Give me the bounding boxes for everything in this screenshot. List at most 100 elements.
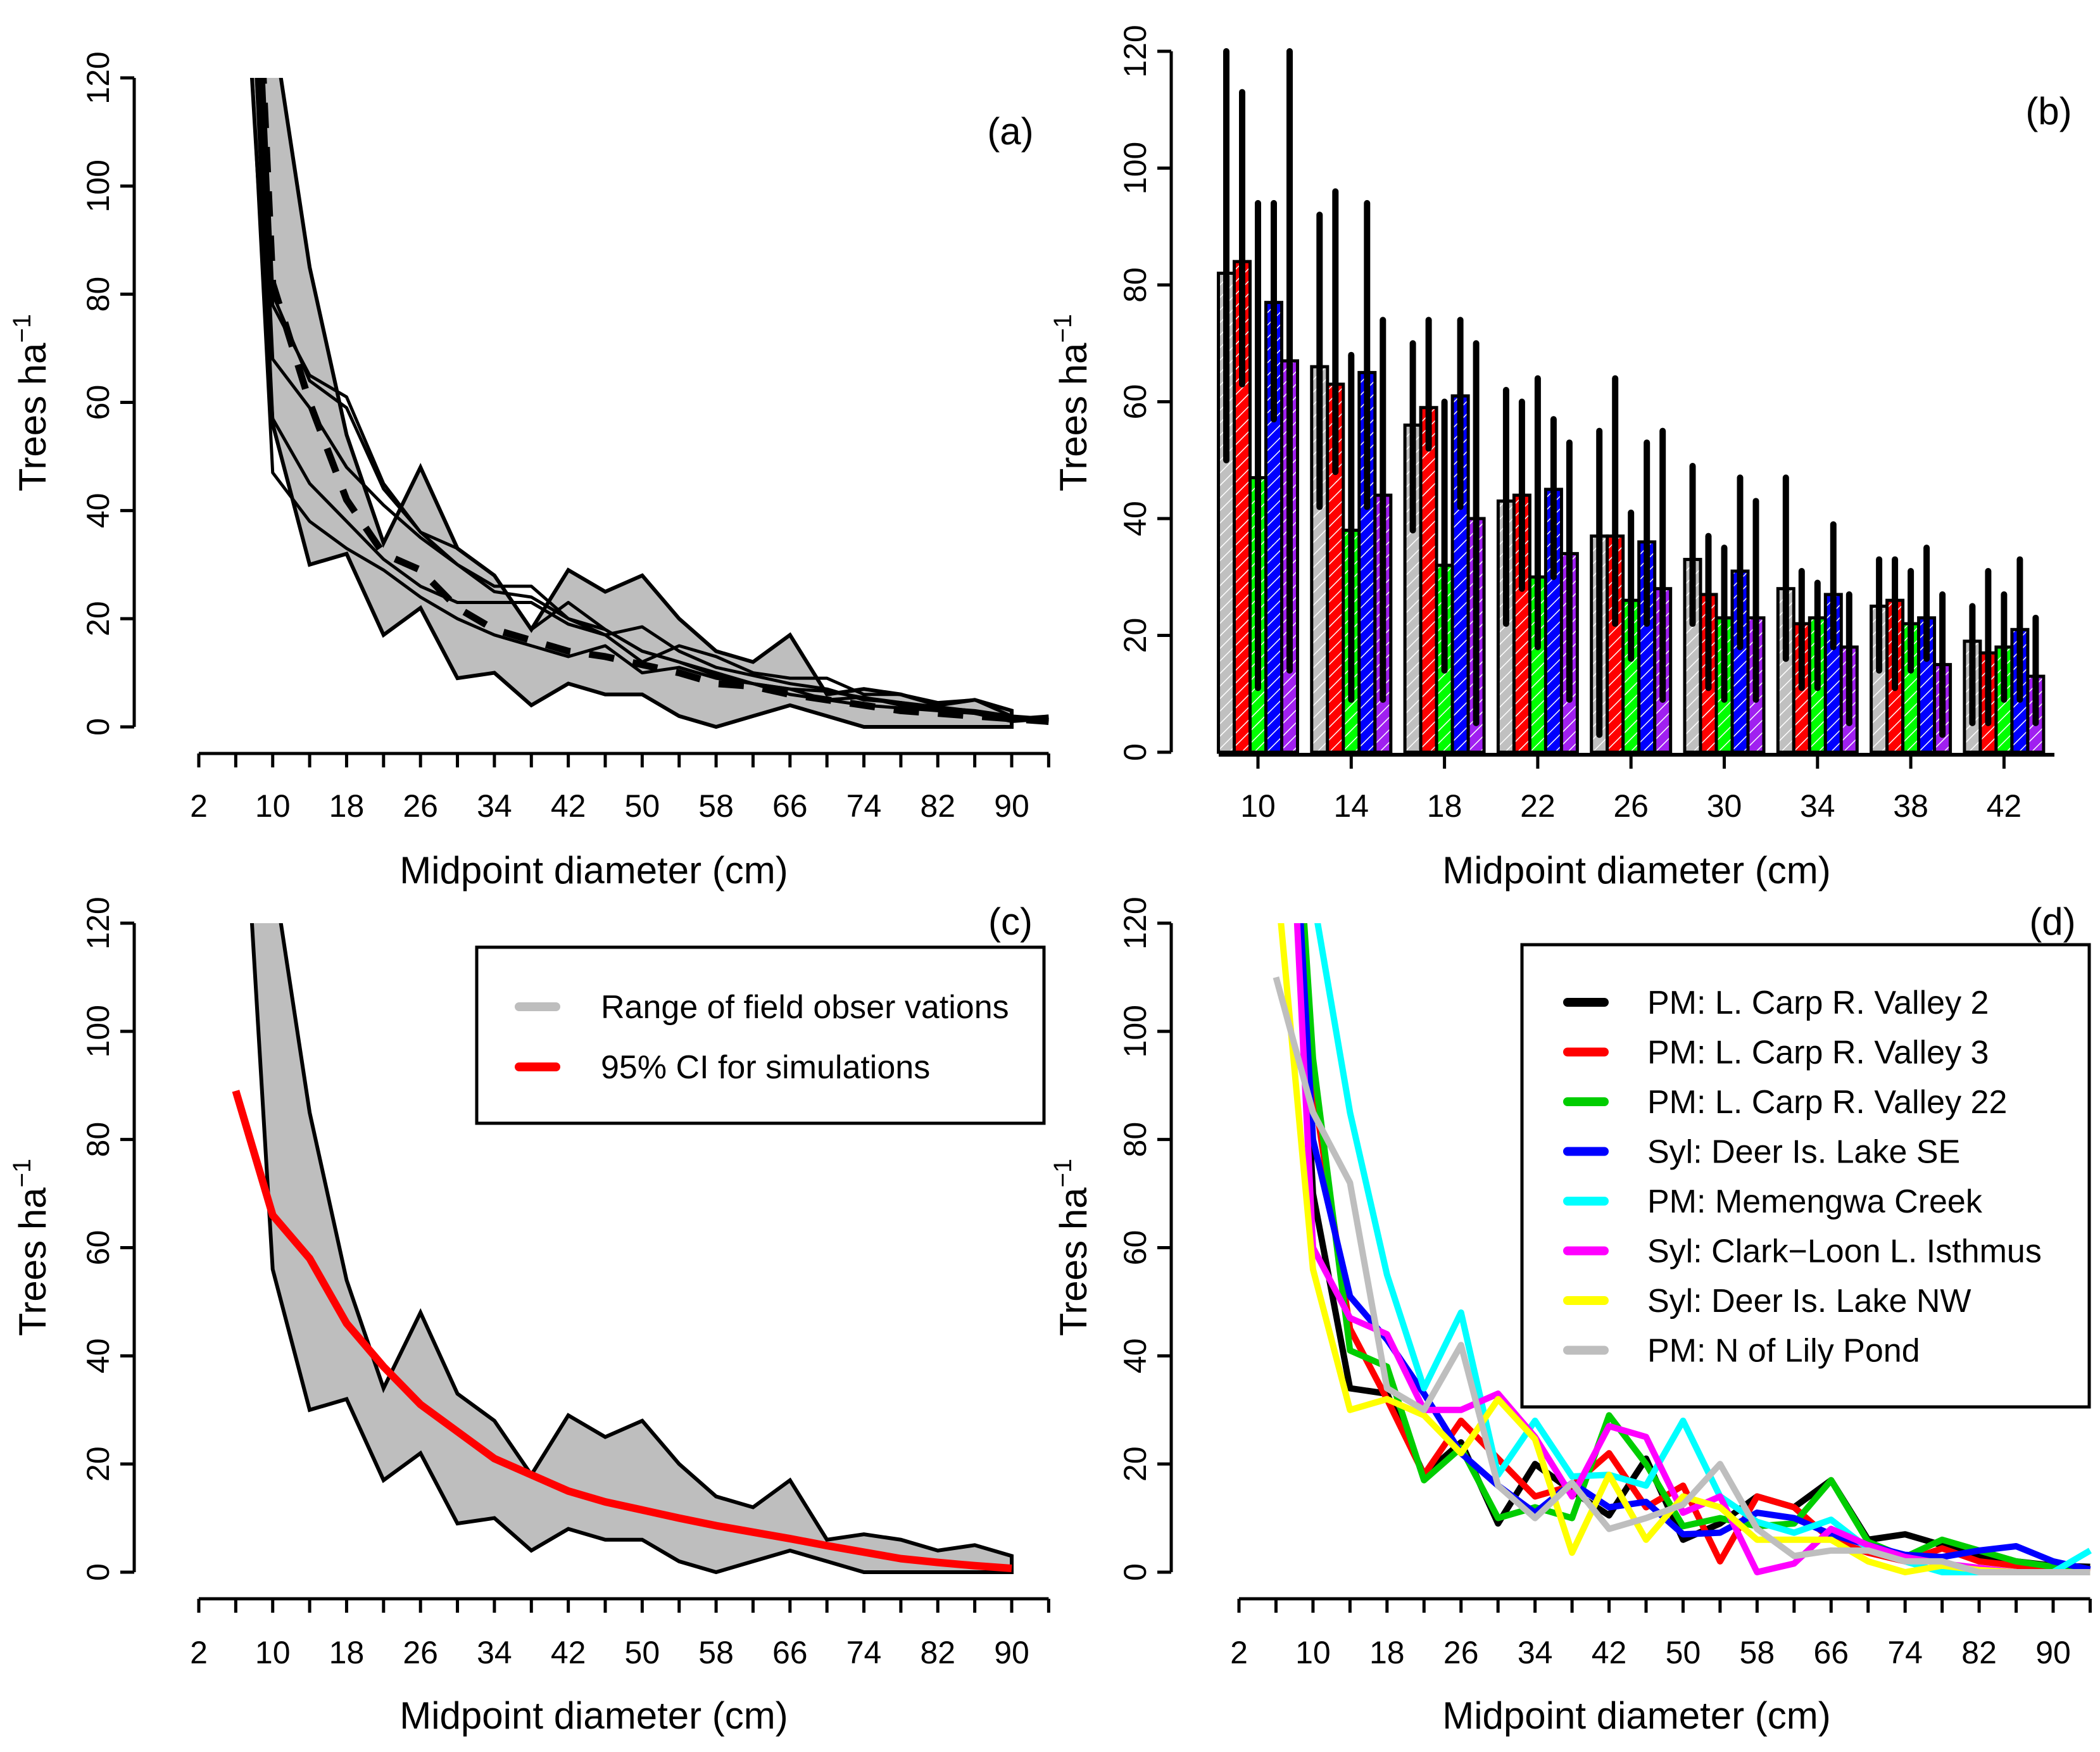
x-tick-label: 38: [1893, 788, 1928, 824]
legend-label: Syl: Clark−Loon L. Isthmus: [1647, 1233, 2042, 1270]
y-tick-label: 60: [1117, 384, 1153, 420]
y-axis-title-text: Trees ha: [11, 343, 54, 491]
x-tick-label: 18: [1369, 1635, 1405, 1670]
y-tick-label: 80: [1117, 1122, 1153, 1157]
x-tick-label: 66: [772, 1635, 808, 1670]
x-tick-label: 18: [329, 1635, 365, 1670]
y-tick-label: 20: [1117, 618, 1153, 653]
y-tick-label: 0: [80, 718, 116, 736]
x-axis-title: Midpoint diameter (cm): [399, 849, 788, 892]
x-tick-label: 50: [625, 1635, 660, 1670]
panel-d: (d) Midpoint diameter (cm) Trees ha−1 0 2…: [1049, 897, 2092, 1737]
x-tick-label: 74: [846, 788, 882, 824]
y-tick-label: 100: [80, 160, 116, 212]
y-tick-label: 20: [80, 1446, 116, 1482]
x-tick-label: 58: [698, 788, 734, 824]
legend-label: PM: L. Carp R. Valley 2: [1647, 985, 1989, 1021]
x-tick-label: 14: [1333, 788, 1369, 824]
bar: [1419, 406, 1438, 754]
legend-label: Range of field obser vations: [601, 989, 1009, 1026]
y-axis-title: Trees ha−1: [8, 1159, 54, 1336]
x-tick-label: 30: [1707, 788, 1742, 824]
legend-label: Syl: Deer Is. Lake NW: [1647, 1283, 1971, 1320]
bar: [1450, 394, 1470, 754]
y-tick-label: 0: [1117, 1563, 1153, 1581]
x-tick-label: 66: [1813, 1635, 1849, 1670]
x-tick-label: 42: [1987, 788, 2022, 824]
bar: [1917, 616, 1937, 754]
site-line: [1300, 923, 2091, 1573]
x-tick-label: 34: [1518, 1635, 1553, 1670]
y-axis-title: Trees ha−1: [1049, 1159, 1095, 1336]
legend: Range of field obser vations 95% CI for s…: [475, 945, 1046, 1125]
x-tick-label: 90: [994, 788, 1029, 824]
legend-box: [1520, 943, 2091, 1409]
y-axis-title: Trees ha−1: [1049, 314, 1095, 491]
x-tick-label: 90: [994, 1635, 1029, 1670]
y-tick-label: 120: [80, 897, 116, 949]
x-tick-label: 22: [1520, 788, 1556, 824]
simulation-ci-line: [232, 1090, 1012, 1573]
y-tick-label: 120: [80, 51, 116, 104]
panel-b: (b) Midpoint diameter (cm) Trees ha−1 0 2…: [1049, 25, 2072, 892]
field-observation-range-band: [249, 78, 1014, 729]
x-tick-label: 10: [255, 1635, 291, 1670]
mean-simulation-line: [260, 78, 1049, 725]
x-tick-label: 34: [477, 788, 512, 824]
x-tick-label: 2: [1230, 1635, 1248, 1670]
y-tick-label: 80: [80, 1122, 116, 1157]
panel-label: (d): [2029, 900, 2075, 943]
y-tick-label: 20: [1117, 1446, 1153, 1482]
simulation-line: [255, 78, 1049, 721]
y-axis-title-text: Trees ha: [1052, 343, 1095, 491]
y-tick-label: 0: [1117, 743, 1153, 761]
x-tick-label: 34: [1800, 788, 1835, 824]
y-tick-label: 40: [1117, 501, 1153, 536]
x-tick-label: 10: [1240, 788, 1276, 824]
x-tick-label: 18: [329, 788, 365, 824]
y-axis-title: Trees ha−1: [8, 314, 54, 491]
x-tick-label: 82: [1961, 1635, 1997, 1670]
y-tick-label: 80: [1117, 267, 1153, 303]
y-tick-label: 100: [1117, 1005, 1153, 1057]
site-line: [1273, 976, 2091, 1575]
y-tick-label: 60: [80, 1230, 116, 1266]
y-axis-title-sup: −1: [8, 314, 36, 343]
x-tick-label: 42: [551, 788, 586, 824]
x-tick-label: 74: [846, 1635, 882, 1670]
legend: PM: L. Carp R. Valley 2 PM: L. Carp R. Va…: [1520, 943, 2091, 1409]
y-axis-title-sup: −1: [1049, 1159, 1077, 1188]
x-tick-label: 82: [920, 1635, 955, 1670]
legend-label: PM: Memengwa Creek: [1647, 1183, 1983, 1220]
x-axis-title: Midpoint diameter (cm): [1442, 849, 1831, 892]
x-tick-label: 66: [772, 788, 808, 824]
simulation-line: [251, 78, 1049, 723]
x-tick-label: 42: [1592, 1635, 1627, 1670]
x-tick-label: 26: [403, 1635, 438, 1670]
x-axis-title: Midpoint diameter (cm): [399, 1694, 788, 1737]
y-axis-title-text: Trees ha: [11, 1187, 54, 1336]
field-observation-range-band: [249, 923, 1014, 1575]
x-tick-label: 58: [698, 1635, 734, 1670]
legend-label: PM: L. Carp R. Valley 3: [1647, 1035, 1989, 1071]
x-axis-title: Midpoint diameter (cm): [1442, 1694, 1831, 1737]
x-tick-label: 2: [190, 788, 208, 824]
y-tick-label: 40: [1117, 1339, 1153, 1374]
x-tick-label: 82: [920, 788, 955, 824]
x-tick-label: 90: [2035, 1635, 2071, 1670]
x-tick-label: 2: [190, 1635, 208, 1670]
y-tick-label: 20: [80, 601, 116, 636]
y-tick-label: 100: [80, 1005, 116, 1057]
y-tick-label: 40: [80, 1339, 116, 1374]
y-tick-label: 120: [1117, 897, 1153, 949]
y-axis-title-sup: −1: [8, 1159, 36, 1188]
x-tick-label: 26: [403, 788, 438, 824]
x-tick-label: 58: [1740, 1635, 1775, 1670]
legend-label: PM: N of Lily Pond: [1647, 1333, 1920, 1370]
y-tick-label: 80: [80, 277, 116, 312]
panel-c: (c) Midpoint diameter (cm) Trees ha−1 0 2…: [8, 897, 1050, 1737]
y-tick-label: 120: [1117, 25, 1153, 77]
y-tick-label: 60: [1117, 1230, 1153, 1266]
panel-a: (a) Midpoint diameter (cm) Trees ha−1 0 2…: [8, 51, 1050, 892]
